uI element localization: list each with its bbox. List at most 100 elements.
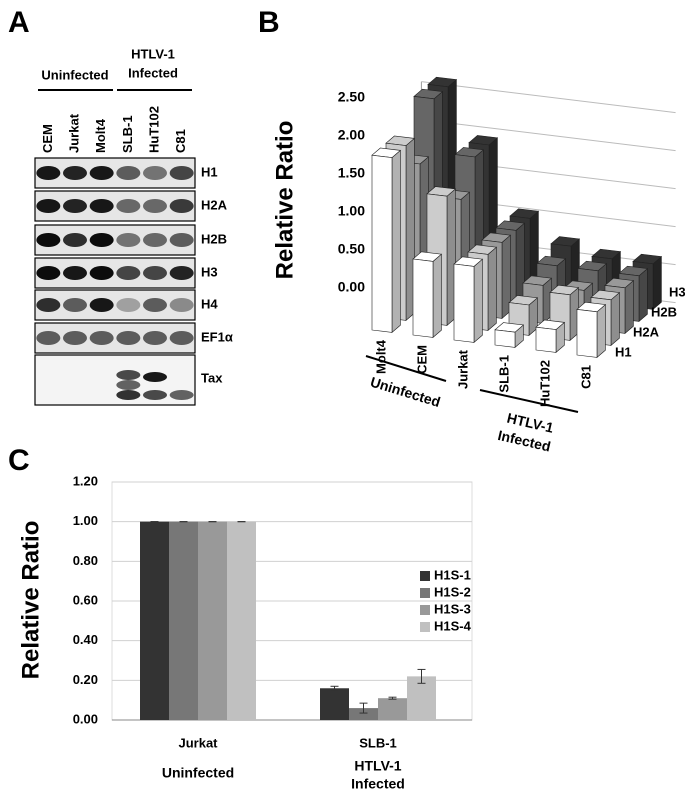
- bar-side-shade: [406, 138, 415, 321]
- lane-label: CEM: [40, 124, 55, 153]
- blot-band: [143, 199, 167, 213]
- x-tick-label: HuT102: [537, 360, 552, 407]
- bar-side-shade: [392, 150, 401, 333]
- legend-swatch: [420, 605, 430, 615]
- blot-box: [34, 157, 196, 189]
- y-tick-label: 0.00: [73, 711, 98, 726]
- lane-label: SLB-1: [120, 115, 135, 153]
- bar-side-shade: [653, 256, 662, 310]
- y-tick-label: 0.60: [73, 592, 98, 607]
- group-line: [479, 389, 579, 413]
- group-label: Uninfected: [162, 765, 234, 781]
- panel-label: A: [8, 6, 30, 39]
- blot-band: [169, 199, 194, 213]
- blot-band: [36, 298, 61, 312]
- lane-label: C81: [173, 129, 188, 153]
- blot-band: [169, 298, 194, 312]
- bar-side-shade: [556, 322, 565, 353]
- legend-swatch: [420, 571, 430, 581]
- blot-band: [89, 266, 114, 280]
- blot-box: [34, 322, 196, 354]
- y-tick-label: 0.20: [73, 672, 98, 687]
- row-label: H4: [201, 296, 218, 311]
- grid-line: [421, 119, 676, 152]
- y-tick-label: 0.40: [73, 632, 98, 647]
- panel-label: B: [258, 6, 280, 39]
- blot-band: [116, 166, 141, 180]
- bar: [494, 322, 525, 349]
- series-label: H2B: [651, 304, 677, 319]
- blot-band: [169, 233, 194, 247]
- blot-band: [116, 331, 141, 345]
- error-bar: [417, 668, 426, 684]
- blot-box: [34, 190, 196, 222]
- bar-side-shade: [570, 287, 579, 341]
- group-label: Infected: [351, 776, 405, 792]
- bar-side-shade: [433, 254, 442, 338]
- bar: [169, 521, 198, 720]
- group-label: Infected: [128, 65, 178, 80]
- error-bar: [359, 702, 368, 714]
- bar: [140, 521, 169, 720]
- bar: [576, 301, 607, 359]
- blot-band: [116, 233, 141, 247]
- bar-side-shade: [529, 297, 538, 336]
- x-tick-label: SLB-1: [359, 735, 397, 750]
- blot-band: [63, 199, 87, 213]
- series-label: H3: [669, 284, 685, 299]
- bar-side-shade: [474, 259, 483, 343]
- lane-label: Molt4: [93, 118, 108, 153]
- blot-box: [34, 289, 196, 321]
- blot-band: [143, 166, 167, 180]
- bar-side-shade: [488, 247, 497, 331]
- error-bar: [388, 696, 397, 700]
- bar-side-shade: [502, 235, 511, 319]
- bar-side-shade: [530, 211, 539, 295]
- bar: [453, 256, 484, 344]
- y-tick-label: 0.00: [338, 279, 365, 295]
- blot-band: [143, 233, 167, 247]
- x-tick-label: CEM: [414, 345, 429, 374]
- error-bar: [330, 685, 339, 691]
- series-label: H2A: [633, 324, 660, 339]
- blot-band: [116, 390, 141, 400]
- bar-front: [576, 309, 598, 358]
- y-tick-label: 1.00: [73, 513, 98, 528]
- legend-swatch: [420, 622, 430, 632]
- group-label: HTLV-1: [354, 758, 401, 774]
- y-tick-label: 2.00: [338, 127, 365, 143]
- x-tick-label: Jurkat: [455, 349, 470, 389]
- bar: [198, 521, 227, 720]
- blot-band: [89, 298, 114, 312]
- blot-band: [89, 331, 114, 345]
- row-label: EF1α: [201, 329, 233, 344]
- bar: [618, 265, 649, 323]
- blot-band: [63, 266, 87, 280]
- bar-side-shade: [543, 278, 552, 324]
- group-label: HTLV-1: [131, 46, 175, 61]
- y-tick-label: 0.80: [73, 553, 98, 568]
- row-label: H2A: [201, 197, 228, 212]
- bar-side-shade: [611, 292, 620, 346]
- y-axis-title: Relative Ratio: [271, 121, 298, 280]
- legend-label: H1S-2: [434, 584, 471, 599]
- group-label: Uninfected: [368, 374, 442, 410]
- x-tick-label: Molt4: [373, 339, 388, 374]
- bar-side-shade: [639, 268, 648, 322]
- lane-label: Jurkat: [66, 113, 81, 153]
- blot-band: [36, 166, 61, 180]
- bar: [535, 319, 566, 354]
- blot-band: [63, 298, 87, 312]
- bar-front: [535, 326, 557, 353]
- bar-front: [453, 263, 475, 343]
- x-tick-label: C81: [578, 365, 593, 389]
- blot-band: [143, 331, 167, 345]
- blot-band: [116, 199, 141, 213]
- blot-band: [169, 390, 194, 400]
- grid-line: [421, 81, 676, 114]
- blot-band: [169, 331, 194, 345]
- y-tick-label: 1.50: [338, 165, 365, 181]
- bar-side-shade: [597, 304, 606, 358]
- bar-front: [371, 154, 393, 333]
